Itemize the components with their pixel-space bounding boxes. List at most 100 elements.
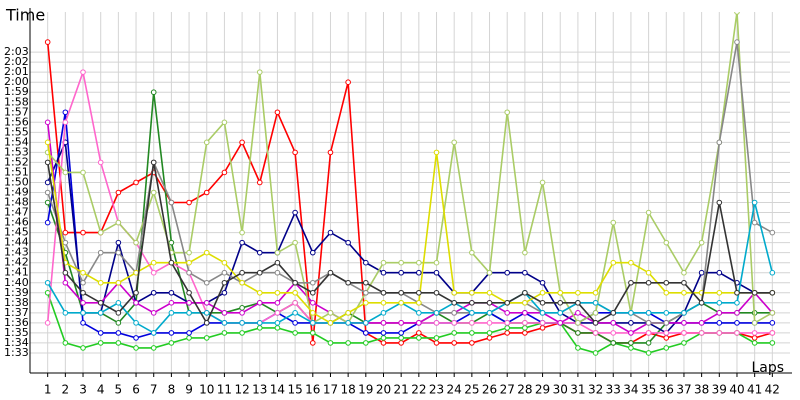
point [716, 269, 723, 276]
y-tick-label: 1:43 [4, 246, 29, 259]
point [416, 259, 422, 266]
x-tick-label: 6 [132, 383, 140, 397]
point [469, 320, 475, 326]
point [327, 149, 334, 156]
point [150, 269, 157, 276]
point [168, 239, 175, 246]
point [150, 259, 157, 266]
point [433, 269, 440, 276]
x-tick-label: 13 [252, 383, 267, 397]
x-tick-label: 16 [305, 383, 320, 397]
point [115, 330, 122, 336]
point [80, 300, 86, 306]
point [433, 289, 440, 296]
point [398, 300, 404, 306]
x-tick-label: 40 [729, 383, 744, 397]
point [150, 89, 157, 96]
x-tick-label: 41 [747, 383, 762, 397]
point [610, 330, 617, 336]
point [663, 310, 670, 316]
point [416, 320, 422, 326]
point [751, 289, 758, 296]
point [133, 239, 139, 246]
point [186, 300, 192, 306]
point [451, 340, 457, 346]
point [221, 310, 228, 316]
point [168, 330, 175, 336]
point [309, 340, 316, 346]
point [292, 209, 298, 216]
point [168, 199, 175, 206]
x-tick-label: 12 [234, 383, 249, 397]
point [186, 269, 192, 276]
y-tick-label: 1:42 [4, 256, 29, 269]
point [592, 310, 599, 316]
point [80, 169, 86, 176]
x-tick-label: 39 [712, 383, 727, 397]
point [663, 279, 670, 286]
point [186, 199, 192, 206]
point [186, 310, 192, 316]
x-tick-label: 25 [464, 383, 479, 397]
point [663, 335, 670, 341]
point [751, 320, 758, 326]
y-tick-label: 2:00 [4, 75, 29, 88]
point [433, 320, 440, 326]
point [769, 289, 776, 296]
point [698, 300, 705, 306]
point [380, 340, 387, 346]
point [681, 289, 687, 296]
point [256, 269, 263, 276]
point [610, 259, 617, 266]
x-tick-label: 33 [606, 383, 621, 397]
x-tick-label: 23 [429, 383, 444, 397]
point [274, 269, 281, 276]
point [168, 310, 175, 316]
point [469, 249, 475, 256]
point [345, 320, 351, 326]
point [221, 269, 228, 276]
point [115, 279, 122, 286]
point [681, 320, 687, 326]
point [451, 330, 457, 336]
point [256, 179, 263, 186]
point [115, 310, 122, 316]
point [221, 330, 228, 336]
point [150, 310, 157, 316]
y-tick-label: 1:49 [4, 186, 29, 199]
point [504, 330, 511, 336]
point [539, 179, 546, 186]
point [44, 139, 51, 146]
point [610, 219, 617, 226]
point [539, 279, 546, 286]
y-tick-label: 1:39 [4, 286, 29, 299]
point [133, 289, 139, 296]
point [239, 139, 245, 146]
point [168, 259, 175, 266]
y-tick-label: 1:56 [4, 115, 29, 128]
y-tick-label: 1:52 [4, 155, 29, 168]
point [327, 340, 334, 346]
point [416, 310, 422, 316]
y-tick-label: 1:34 [4, 336, 29, 349]
point [486, 330, 493, 336]
point [451, 310, 457, 316]
point [133, 320, 139, 326]
series-line [46, 292, 773, 354]
point [769, 320, 776, 326]
point [274, 320, 281, 326]
point [557, 310, 564, 316]
point [203, 320, 210, 326]
point [469, 340, 475, 346]
point [97, 330, 104, 336]
point [451, 300, 457, 306]
point [769, 340, 776, 346]
point [97, 340, 104, 346]
point [97, 300, 104, 306]
point [239, 310, 245, 316]
point [451, 289, 457, 296]
point [698, 269, 705, 276]
y-tick-label: 1:55 [4, 125, 29, 138]
point [292, 320, 298, 326]
